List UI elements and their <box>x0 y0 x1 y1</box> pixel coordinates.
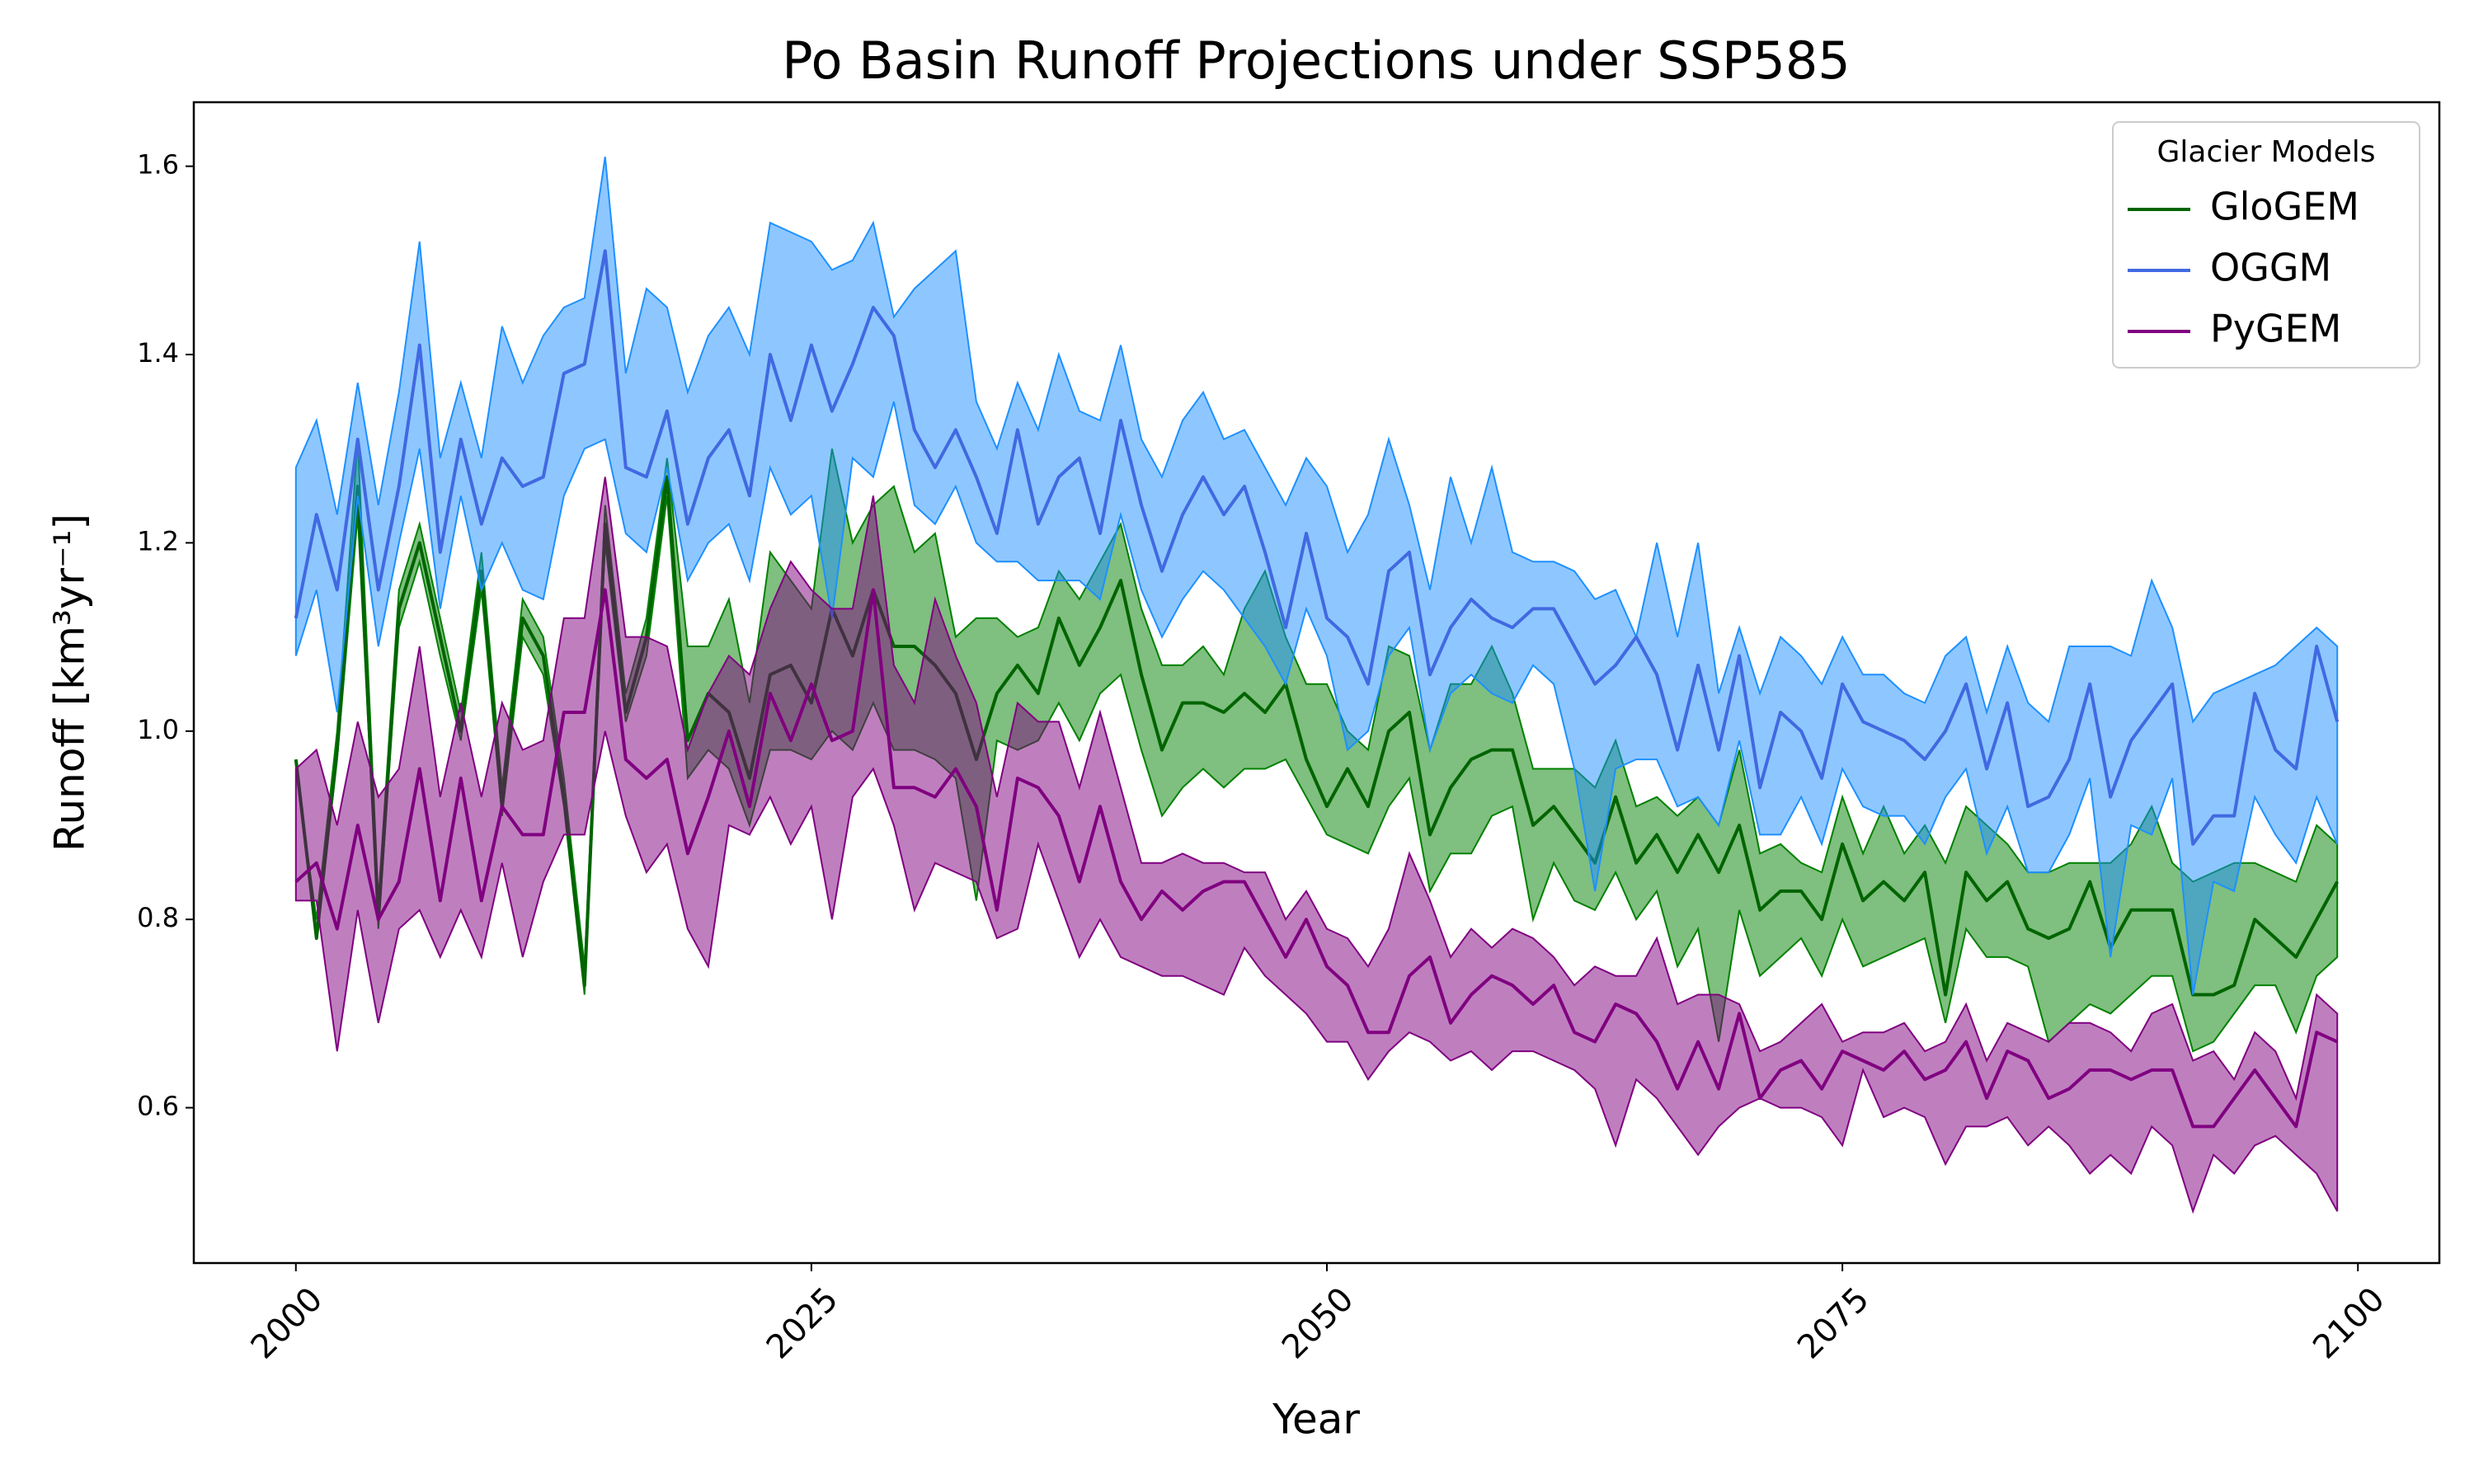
plot-frame <box>192 101 2441 1265</box>
y-tick-label: 1.2 <box>137 525 179 556</box>
legend-box <box>2112 121 2420 369</box>
y-tick-label: 0.8 <box>137 902 179 933</box>
legend-label: GloGEM <box>2210 185 2359 229</box>
y-tick-label: 1.0 <box>137 714 179 745</box>
x-tick-label: 2050 <box>1275 1280 1362 1367</box>
x-tick-label: 2100 <box>2306 1280 2392 1367</box>
x-tick-label: 2000 <box>244 1280 331 1367</box>
x-tick-label: 2075 <box>1790 1280 1877 1367</box>
legend: Glacier Models GloGEM OGGM PyGEM <box>2112 121 2420 369</box>
x-tick-label: 2025 <box>760 1280 846 1367</box>
legend-title: Glacier Models <box>2157 135 2376 169</box>
x-axis-label: Year <box>1272 1396 1360 1444</box>
y-axis-label: Runoff [km³yr⁻¹] <box>46 514 94 852</box>
line <box>294 588 2339 1129</box>
y-tick-label: 1.4 <box>137 337 179 369</box>
y-tick-label: 1.6 <box>137 149 179 181</box>
chart-title: Po Basin Runoff Projections under SSP585 <box>782 31 1850 91</box>
legend-label: PyGEM <box>2210 307 2341 351</box>
y-tick-label: 0.6 <box>137 1091 179 1122</box>
legend-label: OGGM <box>2210 246 2331 290</box>
band <box>294 477 2339 1214</box>
line <box>294 249 2340 846</box>
